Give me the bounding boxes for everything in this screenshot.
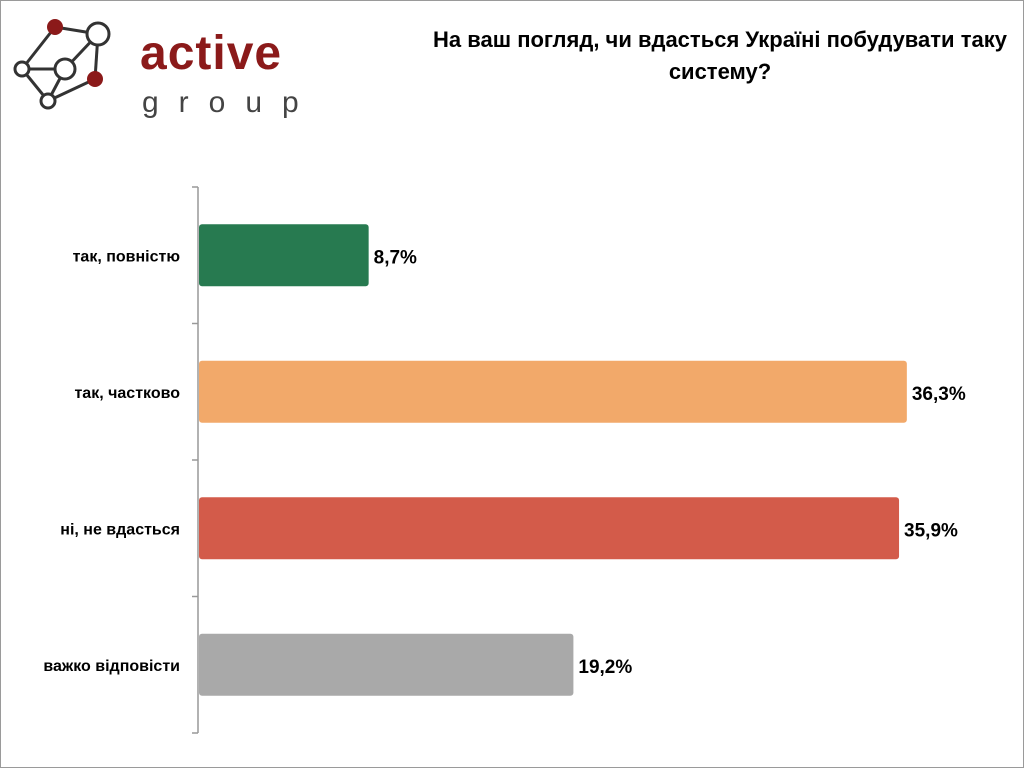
category-label: важко відповісти <box>43 658 180 675</box>
logo-subword: group <box>142 86 319 119</box>
bar-0 <box>199 224 369 287</box>
bar-1 <box>199 360 907 423</box>
data-label: 36,3% <box>912 384 966 405</box>
category-label: так, частково <box>74 385 180 402</box>
category-label: ні, не вдасться <box>60 521 180 538</box>
bar-3 <box>199 633 574 696</box>
data-label: 19,2% <box>578 657 632 678</box>
chart-title: На ваш погляд, чи вдасться Україні побуд… <box>433 27 1007 84</box>
data-label: 8,7% <box>374 247 417 268</box>
bar-2 <box>199 497 900 560</box>
network-logo-icon <box>13 19 111 110</box>
category-label: так, повністю <box>73 248 181 265</box>
logo-word: active <box>140 27 283 80</box>
data-label: 35,9% <box>904 520 958 541</box>
active-group-logo: active group <box>10 14 299 119</box>
